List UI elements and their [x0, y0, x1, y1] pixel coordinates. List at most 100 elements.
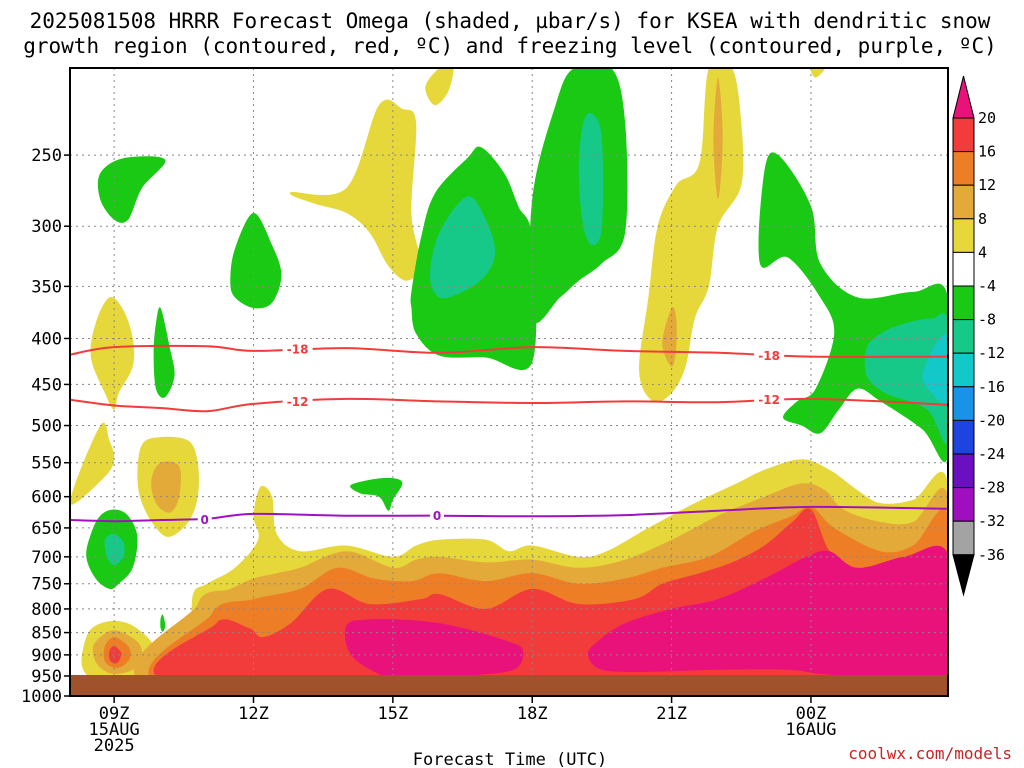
colorbar-label-5: -4 [978, 277, 996, 295]
y-tick-label-450: 450 [31, 375, 62, 395]
omega-region-19 [587, 545, 948, 682]
colorbar-swatch-10 [952, 419, 975, 455]
colorbar-label-2: 12 [978, 176, 996, 194]
colorbar-swatch-12 [952, 487, 975, 522]
colorbar-swatch-2 [952, 151, 975, 186]
colorbar-swatch-9 [952, 386, 975, 421]
omega-region-11 [97, 156, 166, 223]
y-tick-label-550: 550 [31, 454, 62, 474]
colorbar-top-arrow [952, 75, 975, 119]
omega-region-31 [810, 68, 825, 78]
colorbar-label-0: 20 [978, 109, 996, 127]
omega-region-12 [230, 212, 282, 309]
chart-title-line1: 2025081508 HRRR Forecast Omega (shaded, … [30, 9, 991, 33]
contour-dgz-bottom [70, 397, 948, 413]
omega-shading [70, 68, 948, 696]
colorbar-label-6: -8 [978, 311, 996, 329]
y-tick-label-900: 900 [31, 646, 62, 666]
plot-area: -18 -18 -12 -12 0 0 [70, 68, 948, 696]
contour-label-freezing-level: 0 [433, 509, 441, 523]
colorbar-swatch-11 [952, 453, 975, 489]
y-tick-label-850: 850 [31, 624, 62, 644]
ground-surface [70, 675, 948, 696]
y-axis: 2503003504004505005506006507007508008509… [21, 146, 70, 707]
x-tick-label-9-2: 2025 [94, 736, 135, 756]
contour-label-bg-0 [282, 342, 313, 357]
colorbar: 20 16 12 8 4 -4 -8 -12 -16 -20 -24 -28 -32 -36 [952, 75, 1005, 597]
y-tick-label-700: 700 [31, 548, 62, 568]
colorbar-label-4: 4 [978, 243, 987, 261]
credit-text: coolwx.com/models [848, 744, 1012, 763]
x-tick-label-24-0: 00Z [796, 704, 827, 724]
omega-region-7 [151, 461, 181, 513]
y-tick-label-1000: 1000 [21, 687, 62, 707]
contour-label-dgz-bottom: -12 [758, 393, 780, 407]
grid-lines [70, 68, 948, 696]
colorbar-swatch-3 [952, 184, 975, 220]
y-tick-label-300: 300 [31, 217, 62, 237]
omega-region-18 [344, 619, 524, 681]
colorbar-label-12: -32 [978, 512, 1005, 530]
colorbar-swatch-7 [952, 319, 975, 354]
colorbar-swatch-8 [952, 352, 975, 388]
colorbar-label-3: 8 [978, 210, 987, 228]
omega-region-5 [90, 297, 135, 410]
plot-frame [69, 67, 949, 697]
y-tick-label-250: 250 [31, 146, 62, 166]
x-axis-title: Forecast Time (UTC) [413, 750, 607, 768]
y-tick-label-500: 500 [31, 417, 62, 437]
colorbar-label-7: -12 [978, 344, 1005, 362]
contour-label-bg-4 [197, 512, 212, 527]
contour-label-bg-1 [754, 348, 785, 363]
x-tick-label-9-1: 15AUG [89, 720, 140, 740]
colorbar-bottom-arrow [952, 554, 975, 597]
omega-region-21 [350, 477, 403, 511]
omega-region-34 [922, 334, 948, 405]
colorbar-swatch-1 [952, 117, 975, 153]
contour-label-freezing-level: 0 [201, 513, 209, 527]
omega-region-27 [578, 112, 604, 246]
x-tick-label-21-0: 21Z [656, 704, 687, 724]
omega-region-26 [529, 68, 628, 323]
omega-region-13 [160, 614, 166, 632]
colorbar-swatch-4 [952, 218, 975, 253]
omega-region-33 [864, 313, 948, 444]
omega-region-25 [430, 196, 496, 299]
contour-lines: -18 -18 -12 -12 0 0 [70, 342, 948, 527]
y-tick-label-750: 750 [31, 575, 62, 595]
contour-label-dgz-top: -18 [287, 343, 309, 357]
x-tick-label-18-0: 18Z [517, 704, 548, 724]
colorbar-swatch-13 [952, 520, 975, 556]
omega-region-4 [108, 646, 122, 664]
contour-label-dgz-top: -18 [758, 349, 780, 363]
y-tick-label-350: 350 [31, 277, 62, 297]
y-tick-label-600: 600 [31, 488, 62, 508]
chart-title-line2: growth region (contoured, red, ºC) and f… [23, 34, 997, 58]
colorbar-label-11: -28 [978, 479, 1005, 497]
contour-label-bg-2 [282, 394, 313, 409]
omega-region-10 [153, 307, 175, 398]
colorbar-label-13: -36 [978, 546, 1005, 564]
omega-region-23 [425, 68, 454, 106]
y-tick-label-950: 950 [31, 667, 62, 687]
x-tick-label-15-0: 15Z [378, 704, 409, 724]
y-tick-label-400: 400 [31, 329, 62, 349]
x-tick-label-9-0: 09Z [99, 704, 130, 724]
colorbar-swatch-6 [952, 285, 975, 321]
omega-region-30 [713, 77, 723, 200]
colorbar-label-8: -16 [978, 378, 1005, 396]
omega-region-22 [289, 99, 421, 281]
contour-label-dgz-bottom: -12 [287, 395, 309, 409]
contour-label-bg-3 [754, 392, 785, 407]
omega-region-0 [70, 422, 115, 505]
colorbar-label-9: -20 [978, 411, 1005, 429]
x-tick-label-24-1: 16AUG [785, 720, 836, 740]
x-tick-label-12-0: 12Z [238, 704, 269, 724]
contour-label-bg-5 [429, 508, 444, 523]
colorbar-label-10: -24 [978, 445, 1005, 463]
colorbar-label-1: 16 [978, 143, 996, 161]
colorbar-swatch-5 [952, 251, 975, 287]
y-tick-label-650: 650 [31, 519, 62, 539]
